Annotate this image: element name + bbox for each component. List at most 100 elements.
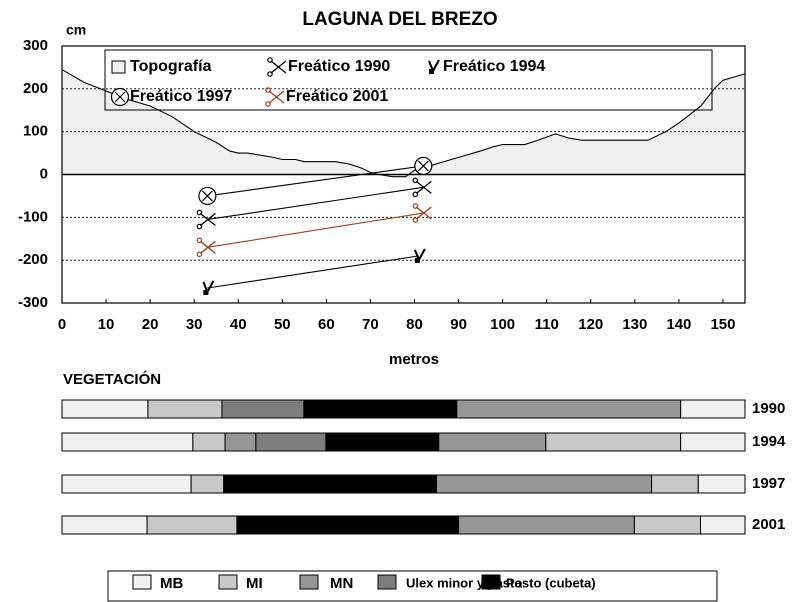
- x-tick-label: 80: [406, 316, 423, 333]
- legend-swatch: [377, 574, 397, 590]
- marker-base: [414, 257, 420, 263]
- x-tick-label: 60: [318, 316, 335, 333]
- vegetation-segment: [303, 399, 458, 419]
- y-tick-label: 100: [23, 123, 48, 140]
- legend-label: Freático 2001: [286, 88, 388, 105]
- marker-blade: [268, 90, 285, 104]
- vegetation-segment: [545, 432, 682, 452]
- marker-base: [203, 290, 209, 296]
- marker-handle: [412, 203, 419, 209]
- marker-scissors: [265, 87, 285, 107]
- marker-scissors: [412, 177, 432, 198]
- marker-scissors: [412, 203, 432, 223]
- vegetation-segment: [325, 432, 440, 452]
- x-tick-label: 70: [362, 316, 379, 333]
- vegetation-segment: [458, 515, 635, 535]
- legend-box: [104, 49, 713, 111]
- marker-check: [202, 280, 215, 296]
- legend-swatch: [111, 60, 126, 74]
- marker-circle-x: [110, 87, 130, 107]
- x-tick-label: 130: [622, 316, 647, 333]
- marker-handle: [265, 101, 271, 107]
- marker-scissors: [196, 209, 216, 230]
- vegetation-segment: [224, 432, 257, 452]
- x-tick-label: 40: [230, 316, 247, 333]
- marker-handle: [267, 71, 273, 77]
- marker-check: [428, 59, 440, 74]
- marker-scissors: [196, 237, 216, 258]
- marker-circle-x: [414, 156, 433, 176]
- x-tick-label: 20: [142, 316, 159, 333]
- chart-title: LAGUNA DEL BREZO: [302, 9, 497, 30]
- vegetation-segment: [147, 399, 223, 419]
- legend-swatch: [299, 574, 319, 590]
- marker-handle: [196, 237, 203, 244]
- vegetation-segment: [190, 474, 225, 494]
- vegetation-segment: [697, 474, 746, 494]
- vegetation-segment: [255, 432, 327, 452]
- x-tick-label: 30: [186, 316, 203, 333]
- vegetation-segment: [456, 399, 682, 419]
- legend-swatch: [218, 574, 238, 590]
- vegetation-segment: [680, 432, 746, 452]
- y-tick-label: -300: [18, 294, 48, 311]
- marker-blade: [200, 212, 216, 226]
- x-tick-label: 140: [666, 316, 691, 333]
- row-label: 1997: [752, 475, 785, 492]
- vegetation-segment: [680, 399, 746, 419]
- marker-handle: [196, 223, 203, 230]
- vegetation-segment: [633, 515, 701, 535]
- legend-label: Ulex minor y pasto: [406, 575, 522, 590]
- topography-line: [61, 69, 746, 178]
- vegetation-segment: [221, 399, 305, 419]
- marker-handle: [196, 209, 203, 216]
- vegetation-segment: [61, 432, 194, 452]
- y-tick-label: 200: [23, 80, 48, 97]
- x-tick-label: 100: [490, 316, 515, 333]
- x-tick-label: 50: [274, 316, 291, 333]
- marker-blade: [415, 180, 432, 194]
- legend-label: Pasto (cubeta): [506, 575, 596, 590]
- vegetation-segment: [61, 474, 192, 494]
- y-tick-label: 0: [40, 165, 48, 182]
- vegetation-legend-box: [107, 570, 718, 602]
- legend-label: MI: [246, 575, 263, 592]
- vegetation-segment: [438, 432, 547, 452]
- water-table-line: [207, 212, 424, 248]
- x-tick-label: 90: [450, 316, 467, 333]
- marker-blade: [200, 240, 216, 254]
- vegetation-segment: [236, 515, 460, 535]
- vegetation-segment: [436, 474, 653, 494]
- vegetation-segment: [192, 432, 226, 452]
- legend-label: Freático 1994: [443, 58, 545, 75]
- water-table-line: [207, 255, 420, 289]
- marker-blade: [270, 60, 287, 74]
- marker-handle: [196, 251, 203, 258]
- marker-blade: [415, 206, 432, 220]
- marker-x: [114, 91, 126, 103]
- water-table-line: [207, 186, 424, 221]
- y-tick-label: -100: [18, 208, 48, 225]
- x-tick-label: 110: [535, 316, 559, 333]
- marker-handle: [267, 57, 273, 63]
- vegetation-segment: [223, 474, 438, 494]
- x-axis-label: metros: [389, 351, 439, 368]
- marker-check: [413, 248, 426, 263]
- legend-swatch: [481, 574, 501, 590]
- vegetation-segment: [651, 474, 699, 494]
- vegetation-segment: [699, 515, 746, 535]
- marker-base: [429, 69, 434, 74]
- marker-handle: [412, 191, 419, 198]
- y-tick-label: -200: [18, 251, 48, 268]
- plot-frame: [61, 45, 746, 304]
- vegetation-segment: [61, 399, 149, 419]
- legend-swatch: [132, 574, 152, 590]
- vegetation-segment: [146, 515, 238, 535]
- marker-x: [201, 190, 213, 202]
- y-axis-label: cm: [66, 22, 86, 38]
- legend-label: Topografía: [130, 58, 212, 75]
- marker-scissors: [267, 57, 287, 77]
- x-tick-label: 150: [710, 316, 735, 333]
